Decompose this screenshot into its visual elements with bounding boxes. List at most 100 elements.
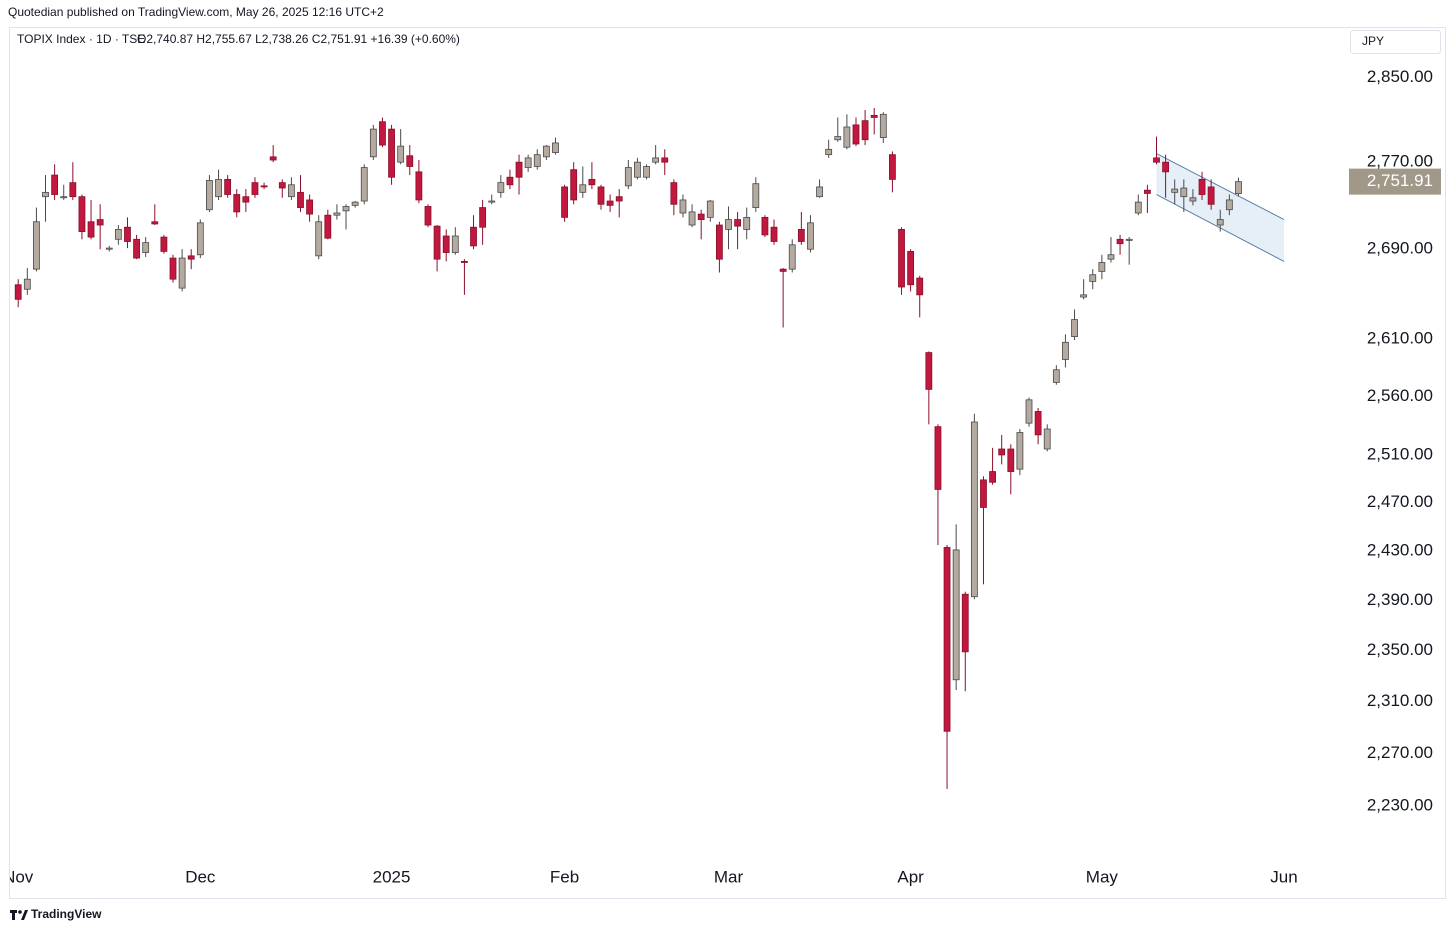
y-tick-label: 2,560.00 (1367, 386, 1433, 405)
candle-body (488, 200, 496, 203)
candle-body (251, 182, 259, 195)
candle-body (1180, 187, 1188, 198)
candle-body (1080, 294, 1088, 298)
candle-body (898, 229, 905, 288)
candle-body (706, 200, 714, 218)
candle-body (870, 114, 878, 118)
y-tick-label: 2,690.00 (1367, 239, 1433, 258)
candle-body (388, 128, 395, 178)
candle-body (725, 219, 732, 230)
candle-body (479, 207, 487, 228)
candle-body (497, 182, 505, 193)
candle-body (105, 247, 113, 250)
candle-body (597, 186, 605, 205)
candle-body (260, 185, 268, 188)
candle-body (542, 145, 550, 158)
candle-body (670, 182, 678, 205)
candle-body (87, 221, 95, 238)
candle-body (861, 120, 869, 141)
y-tick-label: 2,350.00 (1367, 640, 1433, 659)
candle-body (797, 229, 805, 242)
candle-body (215, 178, 222, 198)
candle-body (952, 549, 960, 681)
candle-body (178, 257, 186, 289)
candle-body (606, 200, 614, 206)
candle-body (287, 184, 295, 198)
candle-body (306, 199, 314, 215)
candle-body (278, 182, 286, 189)
candle-body (415, 171, 423, 201)
candle-body (114, 229, 122, 240)
candle-body (652, 157, 660, 163)
ohlc-legend: O2,740.87 H2,755.67 L2,738.26 C2,751.91 … (137, 32, 460, 46)
candle-body (1025, 399, 1033, 424)
candle-body (989, 471, 996, 483)
x-tick-label: Apr (897, 867, 924, 886)
currency-box[interactable] (1350, 30, 1441, 54)
x-axis: Nov Dec 2025 Feb Mar Apr May Jun (10, 867, 1298, 886)
candle-body (734, 219, 742, 227)
candle-body (69, 182, 77, 198)
candle-body (433, 225, 441, 260)
candle-body (697, 213, 705, 220)
candle-body (1198, 178, 1206, 195)
candle-body (151, 221, 159, 225)
candle-body (980, 479, 987, 508)
candle-body (615, 196, 623, 202)
candle-body (524, 157, 532, 168)
candle-body (1216, 219, 1224, 226)
candle-body (1052, 369, 1060, 383)
candle-body (23, 278, 31, 290)
candle-body (843, 126, 851, 148)
candle-body (588, 178, 596, 186)
candle-body (233, 194, 241, 213)
candle-body (688, 211, 696, 226)
candle-body (1098, 262, 1106, 272)
candle-body (397, 145, 405, 163)
candle-body (1125, 238, 1133, 241)
candle-body (934, 426, 942, 490)
candle-body (324, 214, 332, 239)
x-tick-label: Mar (714, 867, 744, 886)
candle-body (752, 183, 760, 208)
brand-logo (10, 910, 28, 920)
candle-body (552, 142, 559, 153)
candle-body (142, 242, 150, 253)
candle-body (879, 113, 887, 139)
candle-body (1062, 341, 1069, 360)
candle-body (1207, 186, 1215, 205)
candle-body (342, 206, 350, 212)
candle-body (369, 128, 377, 158)
candle-body (661, 157, 669, 163)
y-tick-label: 2,610.00 (1367, 328, 1433, 347)
candle-body (679, 199, 687, 214)
candle-body (124, 226, 131, 242)
candle-body (424, 206, 432, 226)
y-tick-label: 2,770.00 (1367, 152, 1433, 171)
currency-label[interactable]: JPY (1362, 34, 1384, 48)
brand-name: TradingView (31, 907, 102, 921)
plot-area (14, 107, 1285, 789)
y-tick-label: 2,470.00 (1367, 492, 1433, 511)
candle-body (333, 212, 341, 216)
channel-fill (1156, 153, 1284, 262)
candle-body (269, 156, 277, 161)
y-tick-label: 2,390.00 (1367, 590, 1433, 609)
candle-body (360, 167, 368, 202)
last-price-label: 2,751.91 (1367, 171, 1433, 190)
x-tick-label: 2025 (373, 867, 411, 886)
candle-body (788, 244, 796, 270)
x-tick-label: Feb (550, 867, 579, 886)
candle-body (1143, 189, 1151, 194)
candle-body (1034, 411, 1042, 436)
y-tick-label: 2,430.00 (1367, 541, 1433, 560)
candle-body (451, 235, 459, 253)
candle-body (889, 154, 896, 180)
candle-body (60, 196, 68, 199)
candle-body (515, 161, 523, 178)
y-tick-label: 2,510.00 (1367, 444, 1433, 463)
y-tick-label: 2,850.00 (1367, 67, 1433, 86)
y-tick-label: 2,230.00 (1367, 796, 1433, 815)
candle-body (1162, 161, 1170, 173)
